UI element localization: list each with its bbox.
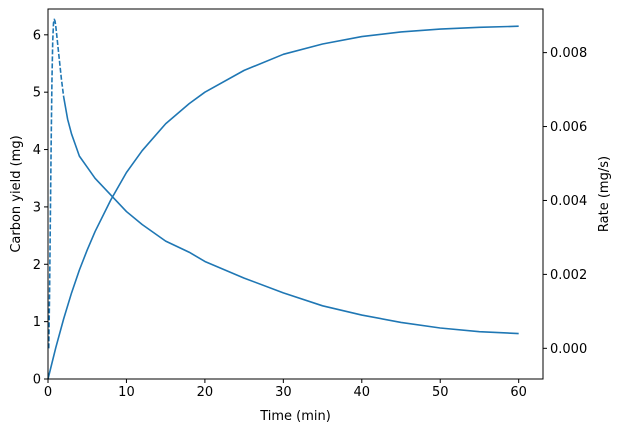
series-line-1 <box>47 25 519 380</box>
y-axis-left: 0 1 2 3 4 5 6 <box>33 28 48 388</box>
y-left-tick-label: 6 <box>33 28 41 43</box>
y-right-tick-label: 0.006 <box>550 120 587 135</box>
y-axis-left-label: Carbon yield (mg) <box>9 135 24 252</box>
y-axis-right: 0.000 0.002 0.004 0.006 0.008 <box>543 46 587 357</box>
x-tick-label: 0 <box>44 385 52 400</box>
y-right-tick-label: 0.000 <box>550 342 587 357</box>
plot-frame <box>47 8 544 380</box>
y-left-tick-label: 5 <box>33 86 41 101</box>
x-tick-label: 60 <box>510 385 527 400</box>
y-right-tick-label: 0.002 <box>550 268 587 283</box>
y-axis-right-label: Rate (mg/s) <box>597 156 612 232</box>
x-tick-label: 40 <box>354 385 371 400</box>
x-tick-label: 20 <box>197 385 214 400</box>
series-line-3 <box>62 96 519 335</box>
y-left-tick-label: 3 <box>33 200 41 215</box>
y-left-tick-label: 4 <box>33 143 41 158</box>
x-axis-label: Time (min) <box>259 409 331 424</box>
x-tick-label: 30 <box>275 385 292 400</box>
series-line-2 <box>47 18 65 349</box>
y-left-tick-label: 2 <box>33 258 41 273</box>
x-axis: 0 10 20 30 40 50 60 <box>44 379 527 400</box>
x-tick-label: 50 <box>432 385 449 400</box>
y-left-tick-label: 1 <box>33 315 41 330</box>
plot-area <box>47 18 519 380</box>
y-left-tick-label: 0 <box>33 373 41 388</box>
y-right-tick-label: 0.008 <box>550 46 587 61</box>
x-tick-label: 10 <box>118 385 135 400</box>
y-right-tick-label: 0.004 <box>550 194 587 209</box>
